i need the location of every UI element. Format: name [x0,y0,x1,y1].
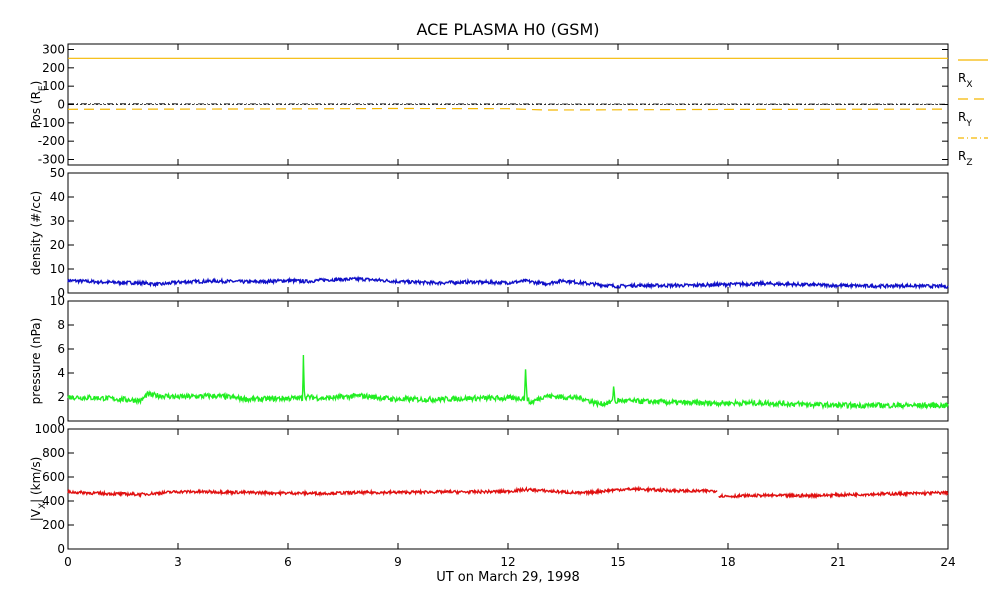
position-ytick-label: 0 [57,98,65,112]
x-tick-label: 24 [940,555,955,569]
density-ylabel: density (#/cc) [29,191,43,275]
x-tick-label: 0 [64,555,72,569]
velocity-ylabel: |VX| (km/s) [29,457,48,522]
velocity-series-line-0 [67,485,718,499]
density-ytick-label: 30 [50,214,65,228]
velocity-ytick-label: 600 [42,470,65,484]
velocity-ytick-label: 800 [42,446,65,460]
x-tick-label: 6 [284,555,292,569]
pressure-ytick-label: 2 [57,390,65,404]
position-ytick-label: 300 [42,43,65,57]
x-tick-label: 12 [500,555,515,569]
x-tick-label: 3 [174,555,182,569]
legend-label-x: RX [958,71,973,90]
legend-label-z: RZ [958,149,973,168]
position-ytick-label: -200 [38,134,65,148]
pressure-ytick-label: 10 [50,294,65,308]
velocity-ytick-label: 0 [57,542,65,556]
velocity-ytick-label: 1000 [34,422,65,436]
density-ytick-label: 10 [50,262,65,276]
position-series-line-1 [67,107,949,111]
density-ytick-label: 0 [57,286,65,300]
pressure-ytick-label: 6 [57,342,65,356]
pressure-ytick-label: 8 [57,318,65,332]
velocity-ytick-label: 200 [42,518,65,532]
velocity-ytick-label: 400 [42,494,65,508]
position-ytick-label: 100 [42,79,65,93]
pressure-ytick-label: 0 [57,414,65,428]
density-series-line-0 [67,275,949,290]
position-ylabel: Pos (RE) [29,81,48,129]
position-ytick-label: -300 [38,153,65,167]
density-ytick-label: 50 [50,166,65,180]
pressure-ylabel: pressure (nPa) [29,318,43,405]
x-tick-label: 18 [720,555,735,569]
position-ytick-label: -100 [38,116,65,130]
x-tick-label: 15 [610,555,625,569]
x-tick-label: 9 [394,555,402,569]
density-panel-frame [67,172,949,294]
pressure-series-line-0 [67,354,949,411]
pressure-ytick-label: 4 [57,366,65,380]
velocity-series-line-1 [718,489,949,500]
position-ytick-label: 200 [42,61,65,75]
x-axis-label: UT on March 29, 1998 [436,570,580,585]
density-ytick-label: 40 [50,190,65,204]
legend-label-y: RY [958,110,972,129]
x-tick-label: 21 [830,555,845,569]
density-ytick-label: 20 [50,238,65,252]
chart-title: ACE PLASMA H0 (GSM) [416,20,600,39]
